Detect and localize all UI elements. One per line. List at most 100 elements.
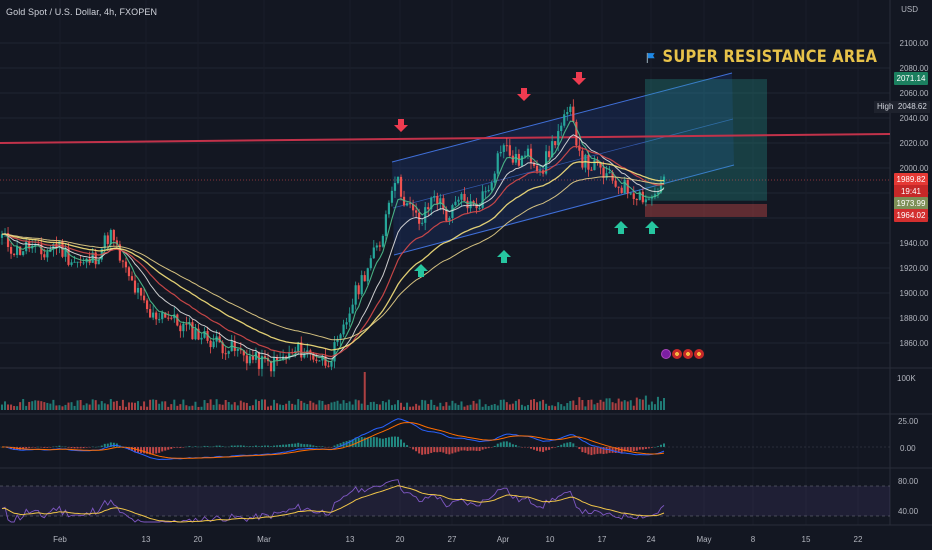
channel-upper-line xyxy=(391,72,733,163)
candle-body xyxy=(118,244,121,261)
volume-bar xyxy=(656,396,659,410)
volume-bar xyxy=(167,406,170,410)
macd-histogram-bar xyxy=(375,437,378,447)
target-price-tag: 2071.14 xyxy=(894,72,928,85)
volume-bar xyxy=(127,402,130,410)
candle-body xyxy=(493,173,496,183)
emoji-icon[interactable] xyxy=(694,349,704,359)
candle-body xyxy=(297,342,300,351)
idea-reactions[interactable] xyxy=(661,349,704,359)
candle-body xyxy=(575,121,578,146)
macd-histogram-bar xyxy=(285,444,288,447)
macd-histogram-bar xyxy=(260,445,263,447)
volume-bar xyxy=(481,406,484,410)
macd-histogram-bar xyxy=(10,447,13,450)
candle-body xyxy=(115,240,118,245)
candle-body xyxy=(514,153,517,163)
candle-body xyxy=(133,280,137,293)
volume-bar xyxy=(49,403,52,410)
macd-histogram-bar xyxy=(61,446,64,448)
macd-histogram-bar xyxy=(291,443,294,447)
emoji-icon[interactable] xyxy=(683,349,693,359)
volume-bar xyxy=(236,405,239,410)
macd-histogram-bar xyxy=(638,447,641,450)
macd-histogram-bar xyxy=(366,437,369,447)
emoji-icon[interactable] xyxy=(672,349,682,359)
candle-body xyxy=(121,260,125,262)
macd-histogram-bar xyxy=(97,446,100,448)
macd-histogram-bar xyxy=(545,447,548,451)
y-tick-label: 1880.00 xyxy=(900,314,929,323)
macd-histogram-bar xyxy=(94,446,97,448)
candle-body xyxy=(25,241,28,252)
macd-histogram-bar xyxy=(460,447,463,451)
rsi-line xyxy=(1,479,665,523)
macd-histogram-bar xyxy=(134,447,137,453)
volume-bar xyxy=(179,404,182,410)
rsi-tick-label: 40.00 xyxy=(898,507,919,516)
candle-body xyxy=(569,106,572,113)
volume-bar xyxy=(61,406,64,410)
macd-histogram-bar xyxy=(626,447,629,452)
volume-bar xyxy=(19,402,22,410)
macd-histogram-bar xyxy=(345,441,348,447)
candle-body xyxy=(596,159,599,164)
volume-bar xyxy=(194,401,197,410)
macd-histogram-bar xyxy=(25,447,28,449)
ascending-channel xyxy=(392,73,734,255)
volume-bar xyxy=(663,397,665,410)
volume-bar xyxy=(276,403,279,410)
volume-bar xyxy=(533,399,536,410)
candle-body xyxy=(103,235,106,249)
macd-histogram-bar xyxy=(578,447,581,450)
volume-bar xyxy=(245,402,248,410)
candle-body xyxy=(454,201,457,206)
volume-bar xyxy=(484,404,487,410)
macd-histogram-bar xyxy=(415,447,418,452)
candle-body xyxy=(662,176,666,183)
macd-histogram-bar xyxy=(557,446,560,447)
macd-histogram-bar xyxy=(270,446,273,447)
volume-bar xyxy=(185,405,188,410)
volume-bar xyxy=(227,402,230,410)
volume-bar xyxy=(143,401,146,410)
volume-bar xyxy=(282,405,285,410)
macd-histogram-bar xyxy=(451,447,454,454)
candle-body xyxy=(563,114,566,126)
candle-body xyxy=(632,193,635,200)
volume-bar xyxy=(260,399,263,410)
candle-body xyxy=(312,353,315,360)
volume-bar xyxy=(43,402,46,410)
volume-bar xyxy=(46,402,49,410)
countdown-tag: 19:41 xyxy=(894,185,928,198)
macd-histogram-bar xyxy=(303,444,306,447)
volume-bar xyxy=(366,404,369,410)
volume-bar xyxy=(529,399,532,410)
volume-bar xyxy=(140,406,143,410)
candle-body xyxy=(288,352,291,359)
macd-histogram-bar xyxy=(109,442,112,447)
volume-bar xyxy=(342,400,345,410)
candle-body xyxy=(209,340,212,348)
ma-yellow-line xyxy=(2,161,665,351)
volume-bar xyxy=(94,400,97,410)
volume-bar xyxy=(614,403,617,410)
macd-histogram-bar xyxy=(330,447,333,448)
candle-body xyxy=(433,195,436,198)
volume-bar xyxy=(421,399,424,410)
volume-bar xyxy=(581,400,584,410)
macd-histogram-bar xyxy=(146,447,149,454)
volume-bar xyxy=(490,404,493,410)
volume-bar xyxy=(487,406,490,410)
volume-bar xyxy=(542,399,545,410)
candle-body xyxy=(490,182,493,191)
currency-label: USD xyxy=(901,5,918,14)
bolt-icon[interactable] xyxy=(661,349,671,359)
candle-body xyxy=(535,165,539,172)
macd-histogram-bar xyxy=(176,447,179,448)
volume-bar xyxy=(360,403,363,410)
x-tick-label: 13 xyxy=(142,535,151,544)
macd-histogram-bar xyxy=(647,447,650,449)
candle-body xyxy=(127,267,131,277)
